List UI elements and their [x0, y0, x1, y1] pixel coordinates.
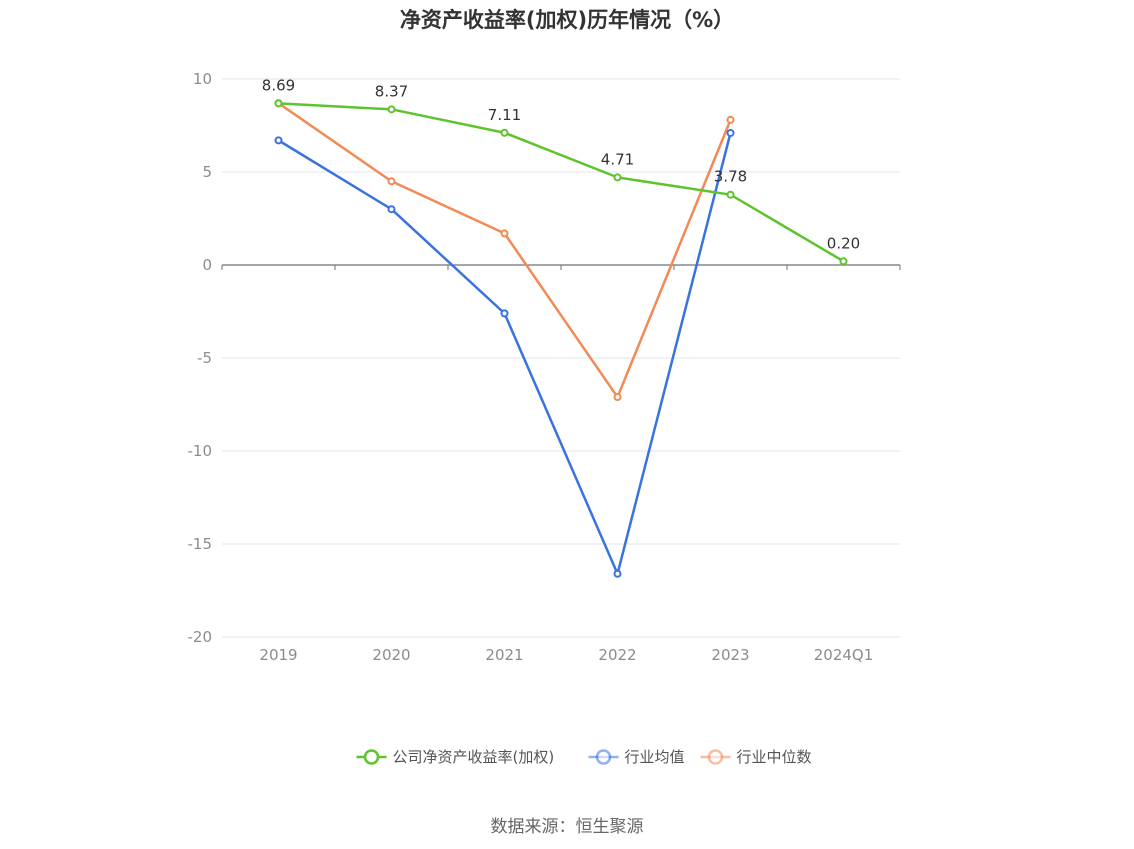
data-point: [274, 136, 283, 145]
data-point: [613, 173, 622, 182]
series-line: [277, 132, 732, 576]
legend-marker: [363, 749, 380, 765]
data-point: [500, 309, 509, 318]
data-label: 8.37: [375, 82, 408, 100]
data-label: 3.78: [714, 168, 747, 186]
data-source: 数据来源：恒生聚源: [490, 817, 644, 837]
y-tick-label: 0: [202, 256, 212, 274]
x-tick-label: 2022: [598, 646, 636, 664]
x-tick-label: 2020: [372, 646, 410, 664]
data-point: [500, 229, 509, 238]
data-point: [726, 115, 735, 124]
data-point: [613, 569, 622, 578]
series-line: [277, 102, 732, 399]
legend-label: 行业中位数: [737, 748, 812, 766]
y-tick-label: 10: [193, 70, 212, 88]
legend-label: 行业均值: [625, 748, 685, 766]
data-point: [387, 177, 396, 186]
legend-marker: [707, 749, 724, 765]
legend-label: 公司净资产收益率(加权): [393, 748, 555, 766]
data-point: [387, 205, 396, 214]
data-point: [274, 99, 283, 108]
data-point: [726, 190, 735, 199]
data-label: 4.71: [601, 150, 634, 168]
legend-marker: [595, 749, 612, 765]
data-point: [500, 128, 509, 137]
data-label: 8.69: [262, 76, 295, 94]
y-tick-label: 5: [202, 163, 212, 181]
x-tick-label: 2019: [259, 646, 297, 664]
y-tick-label: -20: [188, 628, 213, 646]
y-tick-label: -10: [188, 442, 213, 460]
data-point: [387, 105, 396, 114]
series-line: [278, 102, 845, 263]
x-tick-label: 2024Q1: [814, 646, 874, 664]
y-tick-label: -15: [188, 535, 213, 553]
data-point: [613, 393, 622, 402]
y-tick-label: -5: [197, 349, 212, 367]
data-label: 0.20: [827, 234, 860, 252]
data-point: [839, 257, 848, 266]
data-point: [726, 128, 735, 137]
x-tick-label: 2021: [485, 646, 523, 664]
chart-title: 净资产收益率(加权)历年情况（%）: [399, 8, 735, 32]
x-tick-label: 2023: [711, 646, 749, 664]
data-label: 7.11: [488, 106, 521, 124]
